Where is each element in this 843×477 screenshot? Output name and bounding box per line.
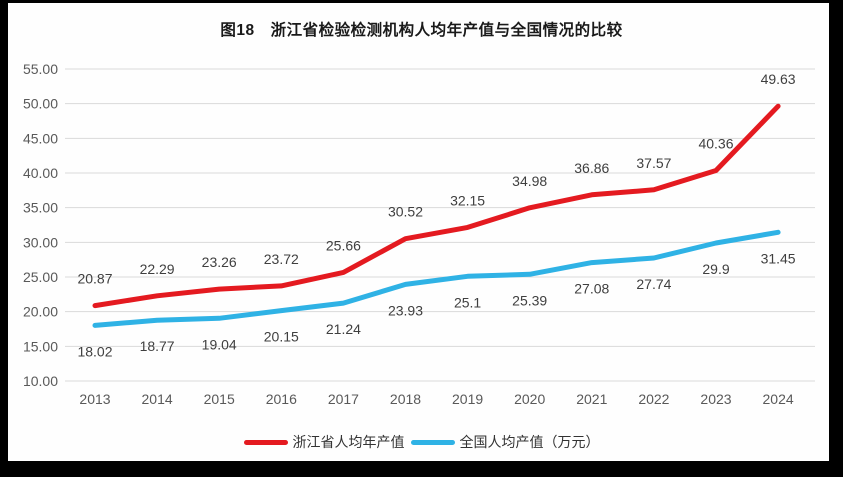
data-label: 27.08 <box>574 281 609 297</box>
x-tick-label: 2013 <box>79 391 110 407</box>
chart-legend: 浙江省人均年产值 全国人均产值（万元） <box>0 432 843 452</box>
data-label: 27.74 <box>636 276 671 292</box>
data-label: 20.15 <box>264 329 299 345</box>
legend-label-zhejiang: 浙江省人均年产值 <box>292 434 405 450</box>
series-line-national <box>92 229 781 328</box>
y-tick-label: 15.00 <box>23 338 58 354</box>
y-tick-label: 50.00 <box>23 96 58 112</box>
data-label: 49.63 <box>761 71 796 87</box>
data-label: 40.36 <box>698 136 733 152</box>
y-tick-label: 10.00 <box>23 373 58 389</box>
legend-item-zhejiang: 浙江省人均年产值 <box>243 432 405 452</box>
x-tick-label: 2015 <box>204 391 235 407</box>
chart-title: 图18 浙江省检验检测机构人均年产值与全国情况的比较 <box>220 22 623 39</box>
data-label: 31.45 <box>761 250 796 266</box>
legend-swatch-zhejiang-icon <box>243 439 288 445</box>
x-tick-label: 2021 <box>576 391 607 407</box>
data-label: 22.29 <box>140 261 175 277</box>
data-label: 34.98 <box>512 173 547 189</box>
y-tick-label: 25.00 <box>23 269 58 285</box>
data-label: 21.24 <box>326 321 361 337</box>
data-label: 25.66 <box>326 237 361 253</box>
x-tick-label: 2023 <box>700 391 731 407</box>
x-tick-label: 2018 <box>390 391 421 407</box>
y-tick-label: 55.00 <box>23 61 58 77</box>
data-label: 19.04 <box>202 336 237 352</box>
data-label: 25.1 <box>454 294 481 310</box>
data-label: 20.87 <box>77 271 112 287</box>
data-label: 18.77 <box>140 338 175 354</box>
data-label: 30.52 <box>388 204 423 220</box>
x-tick-label: 2024 <box>763 391 794 407</box>
y-tick-label: 20.00 <box>23 304 58 320</box>
y-tick-label: 35.00 <box>23 200 58 216</box>
screenshot-frame-left <box>0 0 8 477</box>
data-label: 29.9 <box>702 261 729 277</box>
x-tick-label: 2016 <box>266 391 297 407</box>
x-tick-label: 2020 <box>514 391 545 407</box>
data-label: 37.57 <box>636 155 671 171</box>
y-tick-label: 45.00 <box>23 130 58 146</box>
y-tick-label: 30.00 <box>23 234 58 250</box>
screenshot-frame-top <box>0 0 843 3</box>
legend-swatch-national-icon <box>410 439 455 445</box>
legend-label-national: 全国人均产值（万元） <box>459 434 600 450</box>
data-label: 36.86 <box>574 160 609 176</box>
data-label: 32.15 <box>450 192 485 208</box>
series-line-zhejiang <box>92 103 781 309</box>
data-label: 18.02 <box>77 343 112 359</box>
x-tick-label: 2022 <box>638 391 669 407</box>
x-tick-label: 2017 <box>328 391 359 407</box>
data-label: 25.39 <box>512 292 547 308</box>
screenshot-frame-right <box>829 0 843 477</box>
x-tick-label: 2019 <box>452 391 483 407</box>
x-tick-label: 2014 <box>142 391 173 407</box>
y-tick-label: 40.00 <box>23 165 58 181</box>
data-label: 23.26 <box>202 254 237 270</box>
data-label: 23.72 <box>264 251 299 267</box>
screenshot-frame-bottom <box>0 461 843 477</box>
data-label: 23.93 <box>388 302 423 318</box>
legend-item-national: 全国人均产值（万元） <box>410 432 600 452</box>
